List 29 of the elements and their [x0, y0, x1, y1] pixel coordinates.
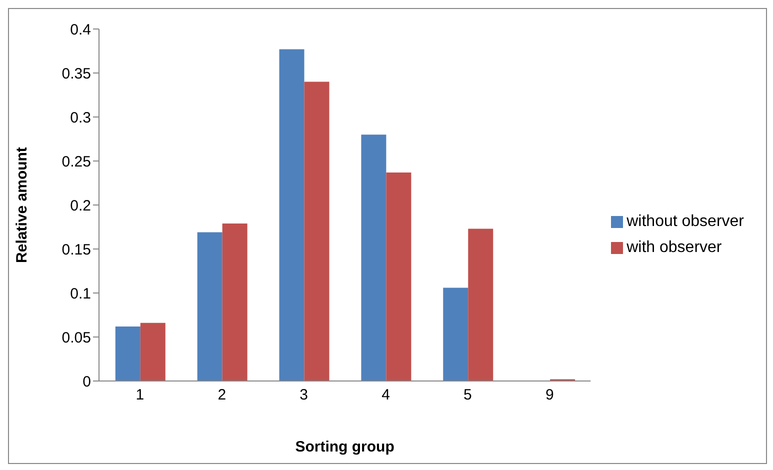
- y-tick-label: 0: [82, 373, 91, 390]
- x-axis-title: Sorting group: [295, 438, 394, 456]
- bar: [304, 82, 330, 381]
- legend-label: with observer: [626, 239, 722, 256]
- y-tick-label: 0.2: [70, 197, 91, 214]
- x-tick-label: 4: [382, 386, 390, 404]
- bar: [279, 49, 304, 381]
- y-tick-label: 0.1: [70, 285, 91, 302]
- y-tick-label: 0.05: [62, 329, 91, 346]
- bar: [361, 134, 386, 381]
- y-tick-label: 0.25: [62, 153, 91, 170]
- y-tick-label: 0.35: [62, 65, 91, 82]
- x-tick-label: 2: [218, 386, 226, 404]
- y-axis-title: Relative amount: [13, 147, 30, 263]
- x-tick-label: 1: [136, 386, 144, 404]
- bar: [222, 223, 248, 381]
- x-tick-label: 3: [300, 386, 308, 404]
- bar: [140, 322, 166, 381]
- bar: [468, 228, 494, 381]
- bar: [115, 326, 140, 381]
- x-tick-label: 9: [545, 386, 554, 404]
- bar: [443, 288, 468, 381]
- y-tick-label: 0.4: [70, 21, 91, 38]
- legend-label: without observer: [626, 213, 744, 230]
- bar: [386, 172, 412, 381]
- bar: [197, 232, 222, 381]
- y-tick-label: 0.3: [70, 109, 91, 126]
- x-tick-label: 5: [464, 386, 472, 404]
- y-tick-label: 0.15: [62, 241, 91, 258]
